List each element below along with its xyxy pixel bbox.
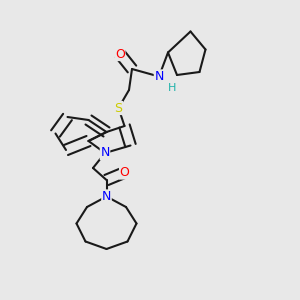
Text: H: H bbox=[168, 83, 177, 93]
Text: N: N bbox=[154, 70, 164, 83]
Text: N: N bbox=[102, 190, 111, 203]
Text: O: O bbox=[115, 47, 125, 61]
Text: S: S bbox=[115, 101, 122, 115]
Text: N: N bbox=[100, 146, 110, 160]
Text: O: O bbox=[120, 166, 129, 179]
